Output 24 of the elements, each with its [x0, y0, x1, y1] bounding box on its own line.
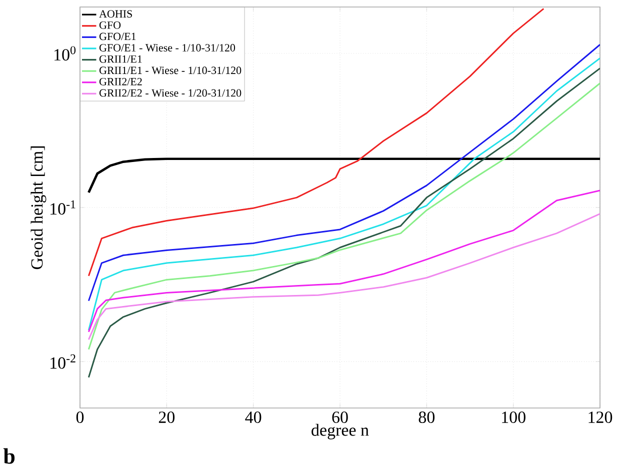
- x-axis-title: degree n: [312, 424, 369, 440]
- legend-label: GRII2/E2 - Wiese - 1/20-31/120: [99, 89, 242, 97]
- x-tick-label: 20: [158, 412, 175, 423]
- legend-label: GFO/E1: [99, 32, 136, 40]
- y-tick-label: 10$^{-2}$: [50, 354, 76, 369]
- legend-label: GRII2/E2: [99, 78, 142, 86]
- x-tick-label: 0: [76, 412, 84, 423]
- text: b: [3, 448, 15, 464]
- legend-label: GRII1/E1 - Wiese - 1/10-31/120: [99, 66, 242, 74]
- y-tick-label: 10$^{0}$: [54, 46, 76, 61]
- legend-label: GFO: [99, 21, 121, 29]
- y-tick-label: 10$^{-1}$: [50, 200, 76, 215]
- x-tick-label: 120: [588, 412, 612, 423]
- x-tick-label: 40: [245, 412, 262, 423]
- line-series: [88, 190, 600, 333]
- legend-label: GFO/E1 - Wiese - 1/10-31/120: [99, 44, 236, 52]
- line-series: [88, 8, 544, 277]
- y-axis-title: Geoid height [cm]: [30, 146, 46, 270]
- x-tick-label: 60: [332, 412, 348, 423]
- legend-label: GRII1/E1: [99, 55, 142, 63]
- x-tick-label: 100: [502, 412, 526, 423]
- line-series: [88, 213, 600, 340]
- x-tick-label: 80: [418, 412, 435, 423]
- legend-label: AOHIS: [99, 10, 132, 18]
